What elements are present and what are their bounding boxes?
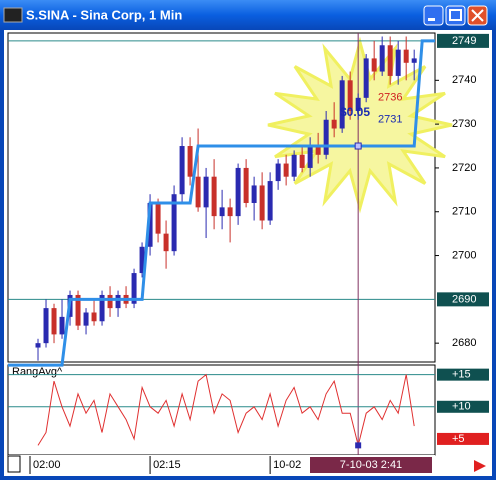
- price-marker-label: 2690: [452, 293, 476, 305]
- candle-body: [259, 185, 265, 221]
- app-icon: [3, 7, 23, 23]
- price-axis: [436, 33, 492, 455]
- candle-body: [395, 49, 401, 76]
- candle-body: [219, 207, 225, 217]
- high-label: 2736: [378, 92, 402, 104]
- price-marker-label: 2749: [452, 35, 476, 47]
- candle-body: [155, 202, 161, 234]
- cursor-label: 7-10-03 2:41: [340, 459, 402, 471]
- candle-body: [187, 146, 193, 177]
- candle-body: [91, 312, 97, 322]
- candle-body: [83, 312, 89, 326]
- candle-body: [107, 294, 113, 309]
- candle-body: [347, 80, 353, 111]
- candle-body: [51, 308, 57, 335]
- candle-body: [171, 194, 177, 252]
- candle-body: [243, 167, 249, 203]
- candle-body: [235, 167, 241, 217]
- candle-body: [195, 176, 201, 208]
- candle-body: [99, 294, 105, 322]
- price-marker-box: [437, 33, 489, 48]
- y-tick-label: 2730: [452, 118, 476, 130]
- candle-body: [251, 185, 257, 203]
- candle-body: [355, 97, 361, 111]
- x-tick-label: 10-02: [273, 459, 301, 471]
- y-tick-label: 2680: [452, 337, 476, 349]
- candle-body: [35, 343, 41, 348]
- candle-body: [299, 154, 305, 168]
- candle-body: [307, 146, 313, 168]
- study-tick-box: [437, 400, 489, 413]
- y-tick-label: 2700: [452, 249, 476, 261]
- candle-body: [323, 119, 329, 155]
- candle-body: [363, 58, 369, 98]
- average-line: [8, 39, 435, 367]
- candle-body: [331, 119, 337, 129]
- cursor-label-box: [310, 457, 432, 473]
- candle-body: [211, 176, 217, 217]
- candle-body: [43, 308, 49, 344]
- candle-body: [411, 58, 417, 63]
- minimize-button[interactable]: [423, 5, 444, 26]
- starburst: [267, 36, 453, 214]
- study-tick-label: +10: [452, 401, 471, 413]
- candle-body: [139, 246, 145, 274]
- scroll-right-arrow[interactable]: [474, 460, 486, 472]
- price-marker-box: [437, 292, 489, 307]
- study-line: [37, 373, 415, 446]
- candle-body: [339, 80, 345, 129]
- range-label: $0.05: [340, 105, 370, 119]
- scroll-box[interactable]: [7, 455, 21, 473]
- title-bar: [0, 0, 496, 30]
- window-title: S.SINA - Sina Corp, 1 Min: [26, 7, 182, 22]
- study-tick-label: +15: [452, 369, 471, 381]
- candle-body: [403, 49, 409, 63]
- candle-body: [379, 45, 385, 72]
- x-tick-label: 02:00: [33, 459, 61, 471]
- candle-body: [75, 294, 81, 326]
- study-current-box: [437, 432, 489, 445]
- maximize-button[interactable]: [445, 5, 466, 26]
- study-name: RangAvg^: [12, 366, 63, 378]
- low-label: 2731: [378, 114, 402, 126]
- y-tick-label: 2720: [452, 162, 476, 174]
- candle-body: [115, 294, 121, 309]
- y-tick-label: 2710: [452, 206, 476, 218]
- candle-body: [227, 207, 233, 217]
- study-cursor-point: [355, 442, 362, 449]
- candle-body: [291, 154, 297, 177]
- candle-body: [147, 202, 153, 247]
- candle-body: [163, 233, 169, 252]
- candle-body: [387, 45, 393, 76]
- x-tick-label: 02:15: [153, 459, 181, 471]
- y-tick-label: 2740: [452, 74, 476, 86]
- candle-body: [283, 163, 289, 177]
- candle-body: [179, 146, 185, 195]
- candle-body: [315, 146, 321, 155]
- candle-body: [267, 181, 273, 221]
- candle-body: [59, 316, 65, 335]
- candle-body: [275, 163, 281, 182]
- candle-body: [371, 58, 377, 72]
- study-tick-box: [437, 368, 489, 381]
- cursor-point: [354, 142, 362, 150]
- close-button[interactable]: [467, 5, 488, 26]
- study-current-label: +5: [452, 433, 465, 445]
- candle-body: [131, 273, 137, 304]
- candle-body: [203, 176, 209, 208]
